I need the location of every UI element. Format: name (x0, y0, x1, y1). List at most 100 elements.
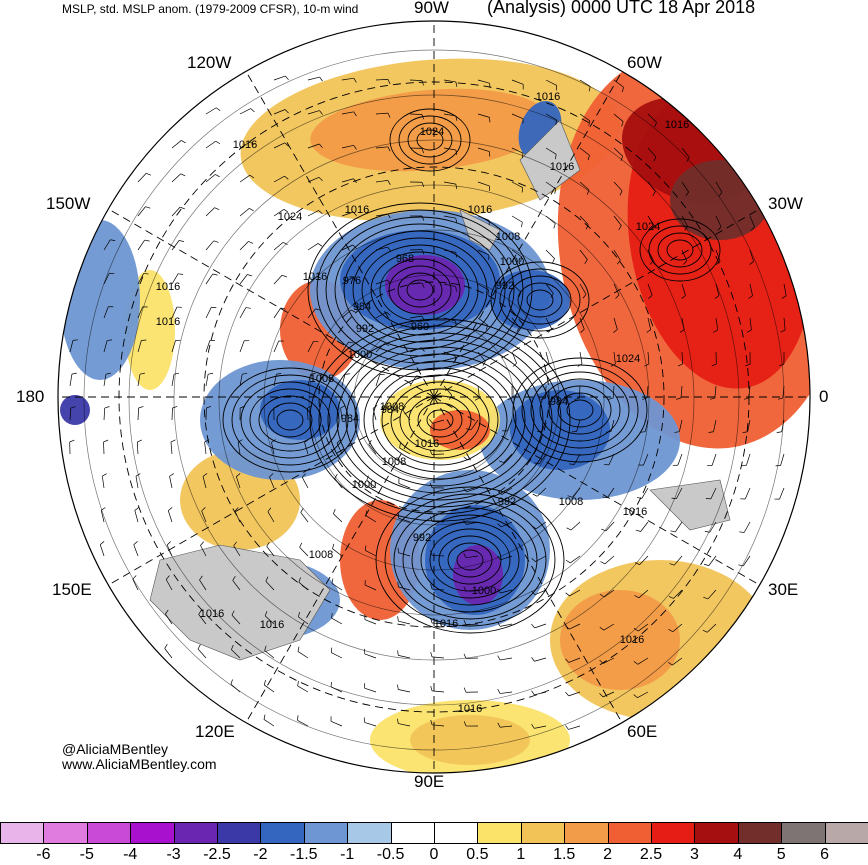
wind-barb (135, 476, 139, 489)
isobar (240, 381, 340, 459)
wind-barb (297, 719, 309, 727)
wind-barb-flag (135, 473, 141, 477)
isobar (512, 357, 648, 463)
wind-barb (273, 242, 284, 251)
wind-barb-flag (718, 192, 723, 197)
wind-barb (307, 275, 318, 285)
wind-barb-flag (621, 87, 624, 93)
wind-barb (171, 273, 179, 285)
wind-barb (239, 340, 245, 353)
wind-barb (230, 683, 241, 693)
isobar-label: 1000 (500, 256, 524, 268)
colorbar-swatch (303, 822, 349, 844)
wind-barb-flag (608, 397, 614, 400)
wind-barb (340, 408, 343, 421)
wind-barb (307, 76, 320, 81)
isobar (309, 318, 571, 522)
wind-barb (511, 351, 517, 364)
wind-barb (341, 277, 353, 285)
wind-barb (708, 555, 717, 566)
wind-barb-flag (368, 439, 372, 445)
wind-barb-flag (173, 372, 180, 375)
wind-barb-flag (463, 653, 467, 659)
wind-barb (535, 555, 547, 562)
isobar-label: 1016 (303, 271, 327, 283)
wind-barb-flag (71, 372, 77, 375)
wind-barb (477, 113, 490, 118)
isobar (456, 549, 484, 571)
wind-barb-flag (567, 495, 573, 498)
wind-barb-flag (100, 541, 105, 545)
wind-barb-flag (588, 120, 591, 126)
wind-barb (273, 274, 283, 285)
wind-barb-flag (307, 405, 313, 409)
land-region (149, 544, 331, 661)
wind-barb-flag (234, 507, 239, 512)
wind-barb-flag (430, 652, 433, 658)
wind-barb (568, 691, 581, 697)
wind-barb (466, 589, 479, 592)
wind-barb-flag (231, 644, 234, 650)
isobar (336, 339, 544, 501)
wind-barb (307, 243, 319, 251)
wind-barb (511, 79, 524, 85)
isobar (370, 251, 470, 329)
wind-barb-flag (497, 722, 501, 728)
wind-barb-flag (671, 497, 677, 499)
wind-barb-flag (599, 593, 605, 598)
wind-barb (103, 408, 106, 421)
wind-barb (409, 79, 423, 81)
wind-barb (409, 375, 417, 387)
wind-barb-flag (387, 146, 391, 152)
wind-barb (341, 111, 354, 115)
colorbar-swatch (564, 822, 609, 844)
wind-barb-flag (463, 520, 467, 525)
wind-barb-flag (300, 508, 304, 513)
wind-barb (165, 613, 173, 625)
wind-barb (304, 442, 309, 455)
colorbar-swatch (651, 822, 696, 844)
wind-barb (503, 453, 513, 463)
wind-barb-flag (749, 261, 754, 265)
wind-barb (300, 512, 309, 523)
wind-barb (605, 521, 615, 532)
wind-barb-flag (180, 173, 186, 177)
wind-barb-flag (263, 680, 266, 686)
wind-barb (500, 589, 513, 594)
credit-website: www.AliciaMBentley.com (62, 756, 217, 772)
wind-barb-flag (249, 208, 254, 212)
wind-barb-flag (553, 223, 556, 229)
isobar-label: 1016 (623, 506, 647, 518)
wind-barb-flag (497, 622, 501, 627)
wind-barb-flag (421, 315, 425, 321)
colorbar-tick-label: -5 (79, 846, 94, 863)
colorbar-swatch (43, 822, 88, 844)
wind-barb (613, 215, 622, 226)
wind-barb (331, 617, 343, 625)
meridian (243, 396, 435, 727)
wind-barb-flag (402, 405, 406, 411)
isobar (526, 289, 554, 311)
wind-barb (707, 623, 717, 633)
wind-barb-flag (202, 473, 208, 477)
wind-barb-flag (565, 658, 570, 663)
wind-barb (167, 510, 173, 523)
wind-barb-flag (555, 119, 557, 125)
wind-barb (466, 623, 479, 626)
wind-barb (101, 476, 105, 489)
wind-barb (534, 623, 547, 629)
wind-barb (332, 548, 343, 557)
wind-barb (137, 239, 145, 251)
wind-barb-flag (240, 405, 245, 409)
meridian (104, 206, 435, 398)
wind-barb (164, 648, 173, 659)
wind-barb (511, 283, 522, 293)
wind-barb-flag (233, 541, 237, 547)
wind-barb (205, 307, 212, 319)
colorbar-tick-label: 1 (516, 846, 526, 863)
wind-barb (746, 453, 751, 466)
wind-barb (641, 487, 649, 499)
wind-barb (603, 623, 615, 631)
wind-barb-flag (236, 473, 241, 477)
wind-barb-flag (264, 645, 267, 651)
